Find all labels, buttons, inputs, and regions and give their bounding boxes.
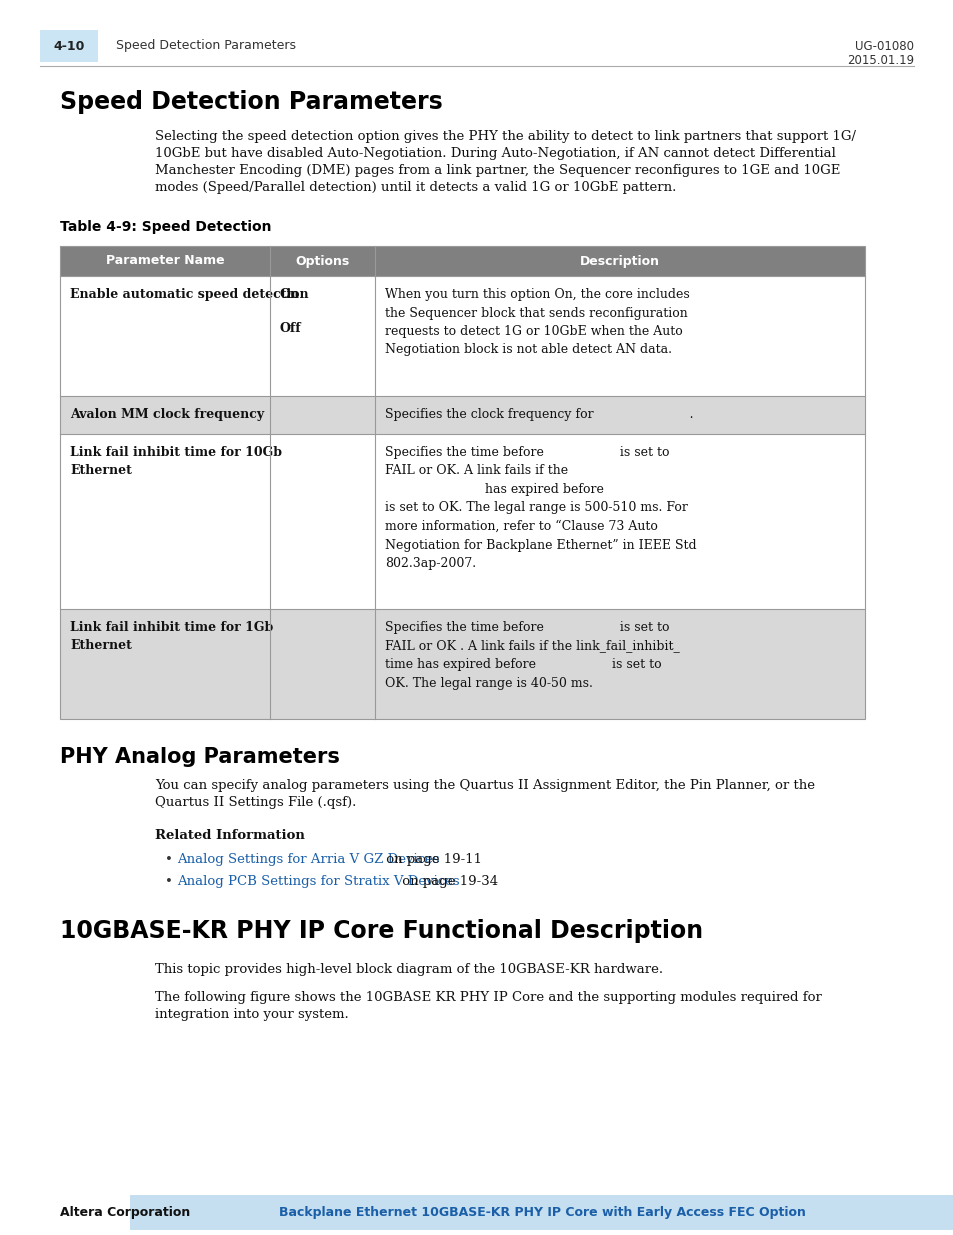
- Text: •: •: [165, 876, 172, 888]
- Text: Parameter Name: Parameter Name: [106, 254, 224, 268]
- Text: 4-10: 4-10: [53, 40, 85, 53]
- Text: Altera Corporation: Altera Corporation: [60, 1207, 190, 1219]
- Text: The following figure shows the 10GBASE KR PHY IP Core and the supporting modules: The following figure shows the 10GBASE K…: [154, 990, 821, 1004]
- Bar: [60, 433, 864, 609]
- Text: Related Information: Related Information: [154, 829, 305, 842]
- Text: Enable automatic speed detection: Enable automatic speed detection: [70, 288, 309, 301]
- Text: PHY Analog Parameters: PHY Analog Parameters: [60, 747, 339, 767]
- Bar: [60, 609, 864, 719]
- Text: Quartus II Settings File (.qsf).: Quartus II Settings File (.qsf).: [154, 797, 356, 809]
- Text: Speed Detection Parameters: Speed Detection Parameters: [60, 90, 442, 114]
- Text: Analog PCB Settings for Stratix V Devices: Analog PCB Settings for Stratix V Device…: [177, 876, 459, 888]
- Text: Description: Description: [579, 254, 659, 268]
- Text: This topic provides high-level block diagram of the 10GBASE-KR hardware.: This topic provides high-level block dia…: [154, 963, 662, 976]
- Text: Speed Detection Parameters: Speed Detection Parameters: [116, 40, 295, 53]
- Text: Avalon MM clock frequency: Avalon MM clock frequency: [70, 408, 264, 421]
- Text: On: On: [280, 288, 299, 301]
- Bar: [60, 396, 864, 433]
- Text: 10GbE but have disabled Auto-Negotiation. During Auto-Negotiation, if AN cannot : 10GbE but have disabled Auto-Negotiation…: [154, 147, 835, 161]
- Text: When you turn this option On, the core includes
the Sequencer block that sends r: When you turn this option On, the core i…: [385, 288, 689, 357]
- Bar: [130, 1195, 953, 1230]
- Text: modes (Speed/Parallel detection) until it detects a valid 1G or 10GbE pattern.: modes (Speed/Parallel detection) until i…: [154, 182, 676, 194]
- Text: on page 19-11: on page 19-11: [382, 853, 481, 866]
- Text: Analog Settings for Arria V GZ Devices: Analog Settings for Arria V GZ Devices: [177, 853, 439, 866]
- Text: 2015.01.19: 2015.01.19: [846, 54, 913, 67]
- Text: on page 19-34: on page 19-34: [398, 876, 498, 888]
- Bar: [60, 246, 864, 719]
- Text: Specifies the time before                   is set to
FAIL or OK. A link fails i: Specifies the time before is set to FAIL…: [385, 446, 696, 571]
- Text: Manchester Encoding (DME) pages from a link partner, the Sequencer reconfigures : Manchester Encoding (DME) pages from a l…: [154, 164, 840, 177]
- Text: Selecting the speed detection option gives the PHY the ability to detect to link: Selecting the speed detection option giv…: [154, 130, 855, 143]
- Text: Link fail inhibit time for 1Gb
Ethernet: Link fail inhibit time for 1Gb Ethernet: [70, 621, 273, 652]
- Text: Options: Options: [295, 254, 349, 268]
- Text: UG-01080: UG-01080: [854, 40, 913, 53]
- Bar: [60, 275, 864, 396]
- Text: Link fail inhibit time for 10Gb
Ethernet: Link fail inhibit time for 10Gb Ethernet: [70, 446, 282, 477]
- Bar: [60, 246, 864, 275]
- Bar: [40, 30, 98, 62]
- Text: Backplane Ethernet 10GBASE-KR PHY IP Core with Early Access FEC Option: Backplane Ethernet 10GBASE-KR PHY IP Cor…: [278, 1207, 804, 1219]
- Text: 10GBASE-KR PHY IP Core Functional Description: 10GBASE-KR PHY IP Core Functional Descri…: [60, 919, 702, 944]
- Text: integration into your system.: integration into your system.: [154, 1008, 349, 1021]
- Text: Table 4-9: Speed Detection: Table 4-9: Speed Detection: [60, 220, 272, 233]
- Text: Off: Off: [280, 322, 301, 335]
- Text: Specifies the time before                   is set to
FAIL or OK . A link fails : Specifies the time before is set to FAIL…: [385, 621, 679, 689]
- Text: Specifies the clock frequency for                        .: Specifies the clock frequency for .: [385, 408, 693, 421]
- Text: You can specify analog parameters using the Quartus II Assignment Editor, the Pi: You can specify analog parameters using …: [154, 779, 814, 792]
- Text: •: •: [165, 853, 172, 866]
